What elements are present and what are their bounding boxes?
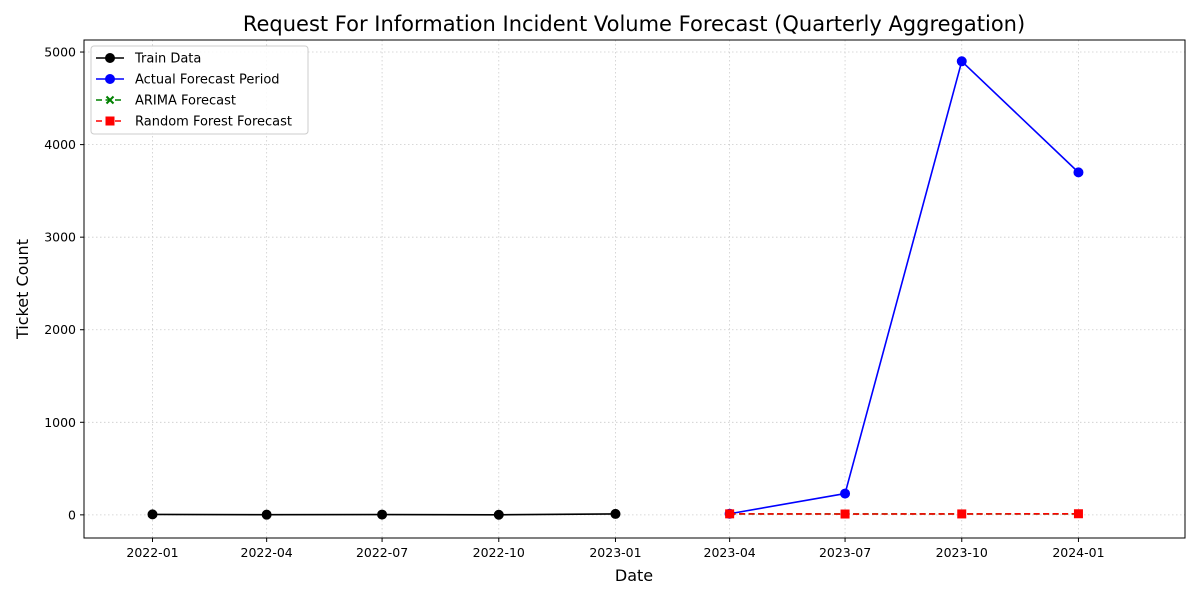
series-line-actual-forecast-period [729,60,1080,515]
plot-area [83,39,1186,539]
data-point-random-forest-forecast [1073,509,1083,519]
data-point-train-data [610,508,621,519]
legend-marker-train-data [105,53,115,63]
y-axis-ticks: 0 1000 2000 3000 4000 5000 [44,45,84,522]
data-point-random-forest-forecast [840,509,850,519]
legend-marker-random-forest-forecast [105,116,115,126]
chart-title: Request For Information Incident Volume … [243,12,1025,36]
legend-marker-arima-forecast [105,95,115,105]
legend-item-arima-forecast: ARIMA Forecast [96,94,236,109]
data-point-train-data [261,509,272,520]
x-tick-label: 2022-04 [241,545,293,560]
y-tick-label: 0 [68,507,76,522]
legend-item-random-forest-forecast: Random Forest Forecast [96,115,292,130]
data-point-random-forest-forecast [725,509,735,519]
x-tick-label: 2022-10 [473,545,525,560]
legend-item-train-data: Train Data [96,52,201,67]
legend-box [90,45,309,135]
x-marker-stroke [105,95,115,105]
x-axis-ticks: 2022-01 2022-04 2022-07 2022-10 2023-01 2023-… [126,538,1105,560]
y-tick-label: 2000 [44,322,76,337]
grid-layer [84,40,1185,538]
y-tick-label: 5000 [44,45,76,60]
x-tick-label: 2023-04 [704,545,756,560]
y-tick-label: 4000 [44,137,76,152]
data-point-train-data [147,509,158,520]
legend-items: Train Data Actual Forecast Period ARIMA Fo… [96,52,292,130]
legend-label-actual-forecast-period: Actual Forecast Period [135,73,280,88]
y-axis-label: Ticket Count [13,239,32,340]
data-point-random-forest-forecast [957,509,967,519]
legend-label-arima-forecast: ARIMA Forecast [135,94,236,109]
legend-label-train-data: Train Data [134,52,201,67]
data-point-train-data [377,509,388,520]
series-random-forest-forecast [725,509,1083,519]
series-layer [147,56,1084,520]
series-train-data [147,508,621,520]
x-tick-label: 2023-07 [819,545,871,560]
x-tick-label: 2022-01 [126,545,178,560]
data-point-actual-forecast-period [1073,167,1084,178]
x-tick-label: 2023-10 [936,545,988,560]
data-point-actual-forecast-period [840,488,851,499]
series-actual-forecast-period [724,56,1084,519]
data-point-train-data [493,509,504,520]
legend-marker-actual-forecast-period [105,74,115,84]
x-tick-label: 2024-01 [1052,545,1104,560]
x-tick-label: 2022-07 [356,545,408,560]
data-point-actual-forecast-period [956,56,967,67]
legend-label-random-forest-forecast: Random Forest Forecast [135,115,292,130]
y-tick-label: 1000 [44,415,76,430]
legend: Train Data Actual Forecast Period ARIMA Fo… [90,45,309,135]
x-axis-label: Date [615,566,653,585]
x-tick-label: 2023-01 [589,545,641,560]
legend-item-actual-forecast-period: Actual Forecast Period [96,73,280,88]
y-tick-label: 3000 [44,230,76,245]
